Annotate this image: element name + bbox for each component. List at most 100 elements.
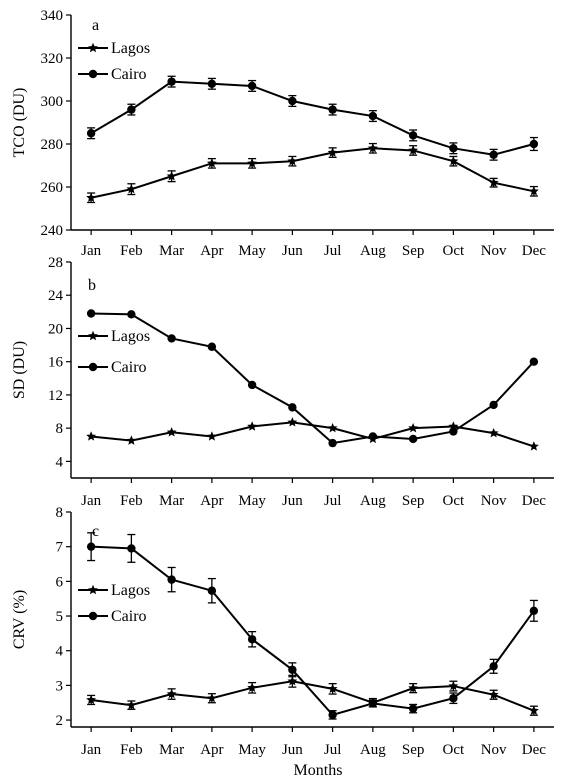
data-point: [287, 417, 298, 427]
y-tick-label: 20: [48, 321, 63, 337]
data-point: [528, 186, 539, 196]
data-point: [126, 699, 137, 710]
y-tick-label: 280: [41, 137, 64, 153]
data-point: [247, 81, 257, 91]
data-point: [86, 694, 97, 705]
data-point: [448, 680, 459, 691]
data-point: [207, 586, 217, 595]
x-tick-label: Jan: [81, 742, 101, 758]
data-point: [247, 380, 257, 390]
x-tick-label: Nov: [481, 243, 507, 259]
data-point: [489, 662, 498, 671]
data-point: [166, 171, 177, 181]
panel-a: 240 260 280 300 320 340 Jan Feb Mar Apr May Jun Jul A…: [11, 8, 554, 259]
y-tick-label: 8: [56, 505, 64, 521]
data-point: [367, 143, 378, 153]
y-tick-label: 24: [48, 288, 64, 304]
x-tick-label: Dec: [522, 742, 546, 758]
data-point: [449, 144, 458, 153]
data-point: [247, 635, 257, 644]
x-axis-title: Months: [294, 762, 343, 779]
legend-label: Cairo: [111, 359, 147, 376]
y-tick-label: 8: [56, 421, 64, 437]
y-tick-label: 240: [41, 223, 64, 239]
data-point: [489, 400, 498, 410]
data-point: [529, 139, 539, 149]
series-lagos: [86, 142, 539, 204]
data-point: [408, 704, 418, 713]
data-point: [167, 575, 176, 584]
data-point: [368, 111, 378, 121]
data-point: [408, 422, 419, 433]
data-point: [287, 676, 298, 686]
data-point: [206, 431, 217, 441]
legend-label: Cairo: [111, 66, 147, 83]
y-tick-label: 300: [41, 94, 64, 110]
y-axis-title: SD (DU): [11, 341, 28, 399]
legend-marker: [88, 42, 98, 53]
data-point: [86, 129, 96, 138]
data-point: [528, 441, 539, 451]
x-tick-label: Apr: [200, 742, 223, 758]
series-line: [91, 680, 535, 712]
x-tick-label: Jul: [324, 742, 342, 758]
x-tick-label: Oct: [443, 243, 465, 259]
y-tick-label: 5: [56, 609, 64, 625]
data-point: [408, 145, 419, 155]
y-tick-label: 16: [48, 355, 64, 371]
data-point: [127, 310, 136, 319]
y-tick-label: 6: [56, 574, 64, 590]
data-point: [167, 77, 176, 86]
data-point: [126, 183, 137, 194]
data-point: [489, 150, 498, 159]
series-line: [90, 80, 535, 156]
x-tick-label: Jan: [81, 243, 101, 259]
x-tick-label: May: [238, 493, 266, 509]
x-tick-label: Dec: [522, 493, 546, 509]
data-point: [328, 105, 337, 114]
x-tick-label: Nov: [481, 742, 507, 758]
data-point: [328, 710, 337, 720]
x-tick-label: Nov: [481, 493, 507, 509]
data-point: [287, 156, 298, 166]
data-point: [206, 693, 217, 703]
data-point: [288, 665, 297, 674]
panel-c: 2 3 4 5 6 7 8 Jan Feb Mar Apr May Jun Jul Aug Sep Oct Nov…: [11, 505, 554, 758]
x-tick-label: Aug: [360, 742, 386, 758]
legend-item-lagos: Lagos: [78, 582, 150, 599]
data-point: [328, 438, 337, 448]
x-tick-label: Feb: [120, 493, 143, 509]
x-tick-label: Jul: [324, 493, 342, 509]
x-tick-label: Jun: [282, 243, 303, 259]
panel-b: 4 8 12 16 20 24 28 Jan Feb Mar Apr May Jun Jul Aug Sep O…: [11, 255, 554, 509]
series-lagos: [86, 417, 539, 451]
data-point: [86, 431, 97, 441]
legend-item-lagos: Lagos: [78, 328, 150, 345]
data-point: [207, 79, 217, 89]
data-point: [368, 699, 378, 708]
data-point: [247, 158, 258, 168]
series-cairo: [86, 309, 539, 448]
data-point: [207, 342, 217, 351]
x-tick-label: Dec: [522, 243, 546, 259]
legend-label: Lagos: [111, 328, 150, 345]
y-tick-label: 340: [41, 8, 64, 24]
series-cairo: [86, 532, 539, 720]
data-point: [288, 96, 297, 106]
x-tick-label: Apr: [200, 493, 223, 509]
data-point: [86, 309, 96, 318]
data-point: [529, 357, 539, 366]
series-line: [91, 312, 535, 445]
panel-label: a: [92, 17, 99, 34]
legend-label: Lagos: [111, 582, 150, 599]
x-tick-label: Jun: [282, 493, 303, 509]
y-tick-label: 260: [41, 180, 64, 196]
legend-marker: [88, 584, 98, 595]
y-tick-label: 4: [56, 454, 64, 470]
data-point: [488, 427, 499, 438]
data-point: [166, 688, 177, 699]
x-tick-label: Jul: [324, 243, 342, 259]
data-point: [408, 682, 419, 693]
x-tick-label: Sep: [402, 742, 425, 758]
